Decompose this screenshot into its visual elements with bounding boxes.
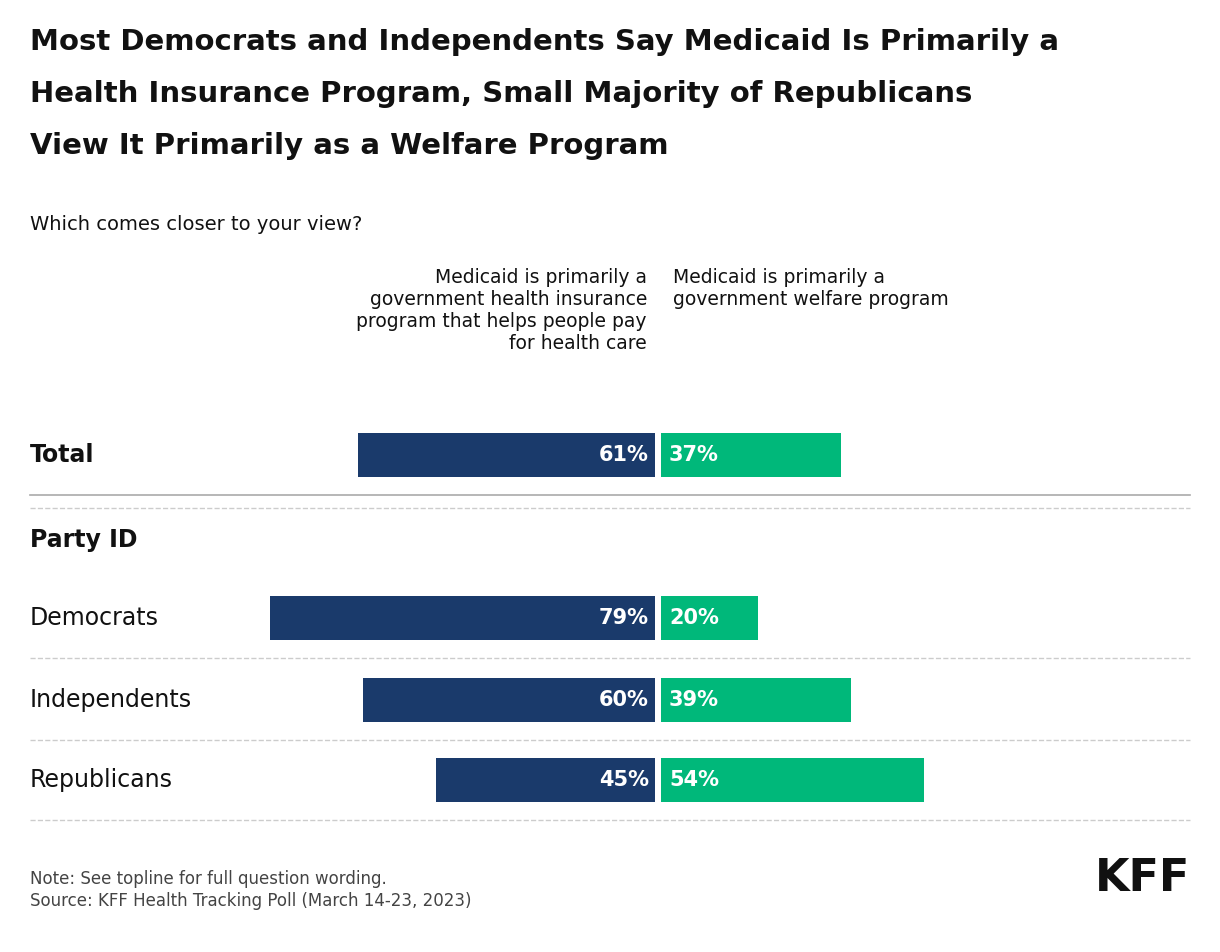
Bar (661, 596, 759, 640)
Bar (357, 433, 655, 477)
Text: Source: KFF Health Tracking Poll (March 14-23, 2023): Source: KFF Health Tracking Poll (March … (30, 892, 471, 910)
Text: Most Democrats and Independents Say Medicaid Is Primarily a: Most Democrats and Independents Say Medi… (30, 28, 1059, 56)
Text: View It Primarily as a Welfare Program: View It Primarily as a Welfare Program (30, 132, 669, 160)
Bar (362, 678, 655, 722)
Text: Republicans: Republicans (30, 768, 173, 792)
Text: Which comes closer to your view?: Which comes closer to your view? (30, 215, 362, 234)
Text: 45%: 45% (599, 770, 649, 790)
Text: Medicaid is primarily a
government welfare program: Medicaid is primarily a government welfa… (673, 268, 949, 309)
Text: 79%: 79% (599, 608, 649, 628)
Text: 54%: 54% (669, 770, 719, 790)
Text: Medicaid is primarily a
government health insurance
program that helps people pa: Medicaid is primarily a government healt… (356, 268, 647, 353)
Text: Democrats: Democrats (30, 606, 159, 630)
Bar (271, 596, 655, 640)
Text: Health Insurance Program, Small Majority of Republicans: Health Insurance Program, Small Majority… (30, 80, 972, 108)
Text: 20%: 20% (669, 608, 719, 628)
Text: 37%: 37% (669, 445, 719, 465)
Text: 61%: 61% (599, 445, 649, 465)
Bar (661, 678, 850, 722)
Bar (436, 758, 655, 802)
Text: KFF: KFF (1094, 857, 1189, 900)
Text: Total: Total (30, 443, 94, 467)
Text: Party ID: Party ID (30, 528, 138, 552)
Text: Note: See topline for full question wording.: Note: See topline for full question word… (30, 870, 387, 888)
Bar (661, 758, 924, 802)
Text: Independents: Independents (30, 688, 192, 712)
Text: 39%: 39% (669, 690, 719, 710)
Text: 60%: 60% (599, 690, 649, 710)
Bar (661, 433, 842, 477)
